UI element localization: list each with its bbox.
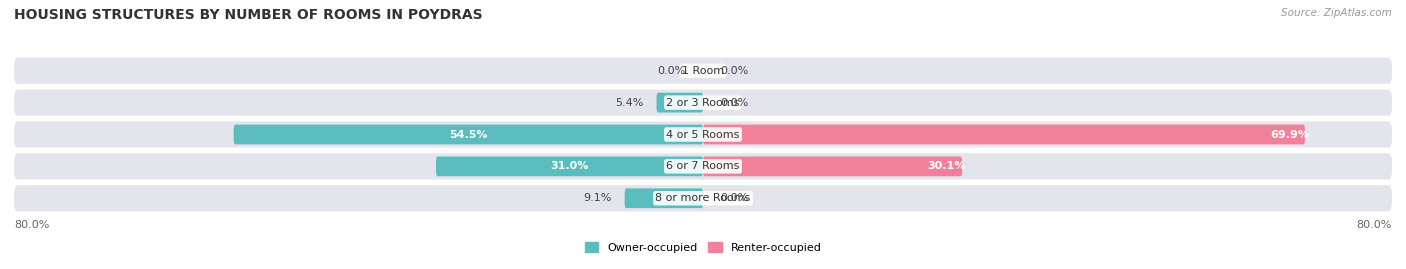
Text: 9.1%: 9.1%	[583, 193, 612, 203]
Text: 80.0%: 80.0%	[14, 220, 49, 230]
FancyBboxPatch shape	[624, 188, 703, 208]
Text: HOUSING STRUCTURES BY NUMBER OF ROOMS IN POYDRAS: HOUSING STRUCTURES BY NUMBER OF ROOMS IN…	[14, 8, 482, 22]
Text: 2 or 3 Rooms: 2 or 3 Rooms	[666, 98, 740, 108]
FancyBboxPatch shape	[14, 185, 1392, 211]
FancyBboxPatch shape	[14, 90, 1392, 116]
Text: Source: ZipAtlas.com: Source: ZipAtlas.com	[1281, 8, 1392, 18]
FancyBboxPatch shape	[233, 125, 703, 144]
Text: 80.0%: 80.0%	[1357, 220, 1392, 230]
FancyBboxPatch shape	[14, 121, 1392, 148]
Text: 31.0%: 31.0%	[550, 161, 589, 171]
Text: 30.1%: 30.1%	[928, 161, 966, 171]
FancyBboxPatch shape	[703, 157, 962, 176]
Text: 8 or more Rooms: 8 or more Rooms	[655, 193, 751, 203]
Text: 4 or 5 Rooms: 4 or 5 Rooms	[666, 129, 740, 140]
Text: 0.0%: 0.0%	[658, 66, 686, 76]
Text: 5.4%: 5.4%	[616, 98, 644, 108]
FancyBboxPatch shape	[14, 153, 1392, 179]
FancyBboxPatch shape	[436, 157, 703, 176]
Legend: Owner-occupied, Renter-occupied: Owner-occupied, Renter-occupied	[585, 242, 821, 253]
FancyBboxPatch shape	[14, 58, 1392, 84]
Text: 54.5%: 54.5%	[449, 129, 488, 140]
Text: 0.0%: 0.0%	[720, 98, 748, 108]
Text: 1 Room: 1 Room	[682, 66, 724, 76]
FancyBboxPatch shape	[657, 93, 703, 112]
Text: 0.0%: 0.0%	[720, 66, 748, 76]
Text: 6 or 7 Rooms: 6 or 7 Rooms	[666, 161, 740, 171]
Text: 0.0%: 0.0%	[720, 193, 748, 203]
Text: 69.9%: 69.9%	[1271, 129, 1309, 140]
FancyBboxPatch shape	[703, 125, 1305, 144]
